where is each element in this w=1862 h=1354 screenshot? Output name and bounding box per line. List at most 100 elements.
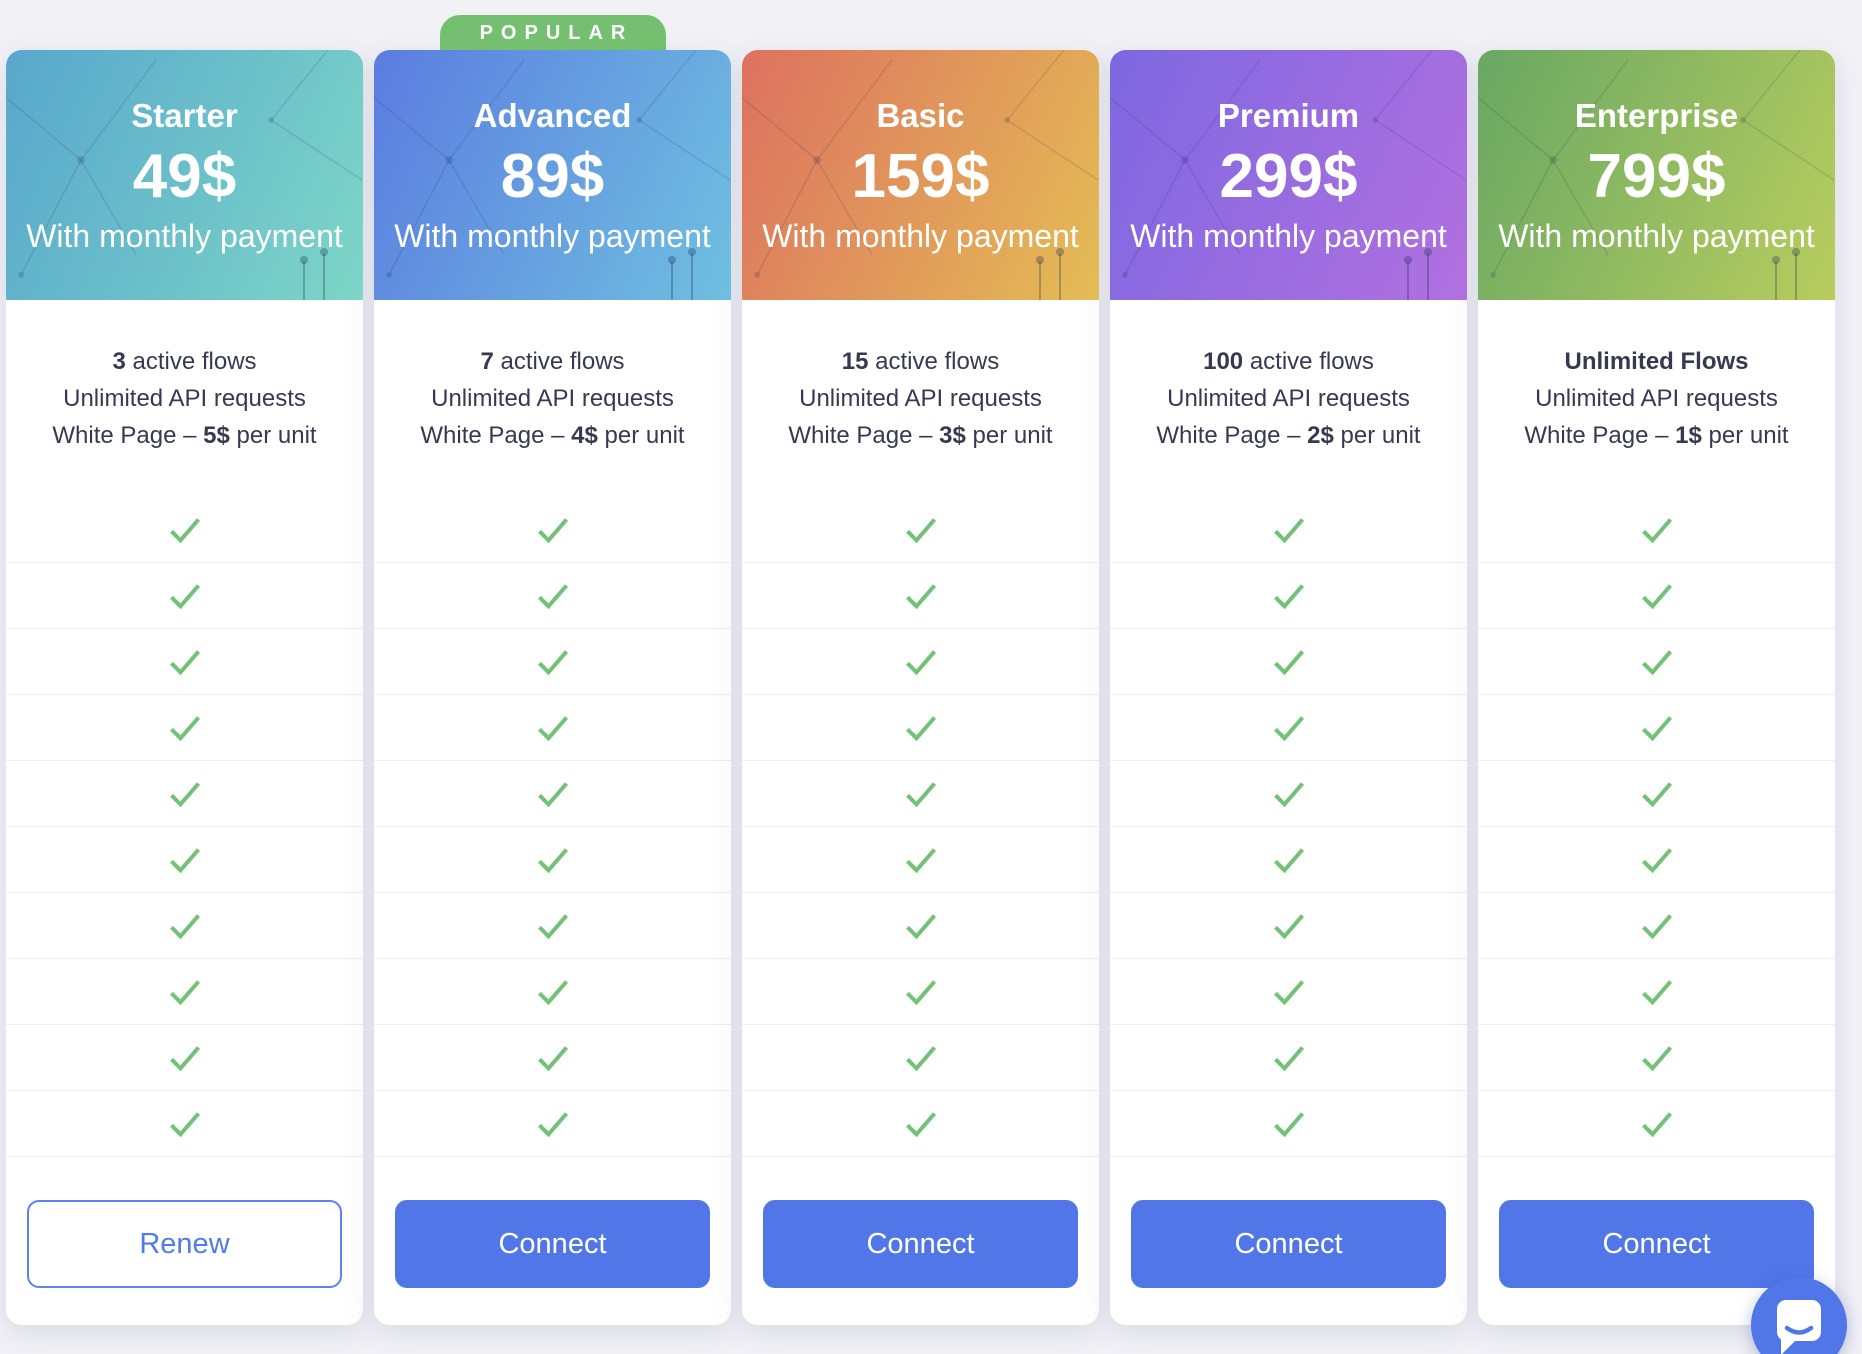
check-icon [1641, 584, 1672, 610]
check-icon [169, 716, 200, 742]
feature-row [742, 1025, 1099, 1091]
feature-row [1478, 629, 1835, 695]
feature-row [1478, 695, 1835, 761]
plan-features: 100 active flows Unlimited API requests … [1110, 300, 1467, 497]
plan-name: Enterprise [1574, 96, 1739, 134]
feature-row [6, 563, 363, 629]
feature-row [6, 497, 363, 563]
feature-row [1110, 563, 1467, 629]
feature-row [742, 629, 1099, 695]
plan-price: 49$ [132, 141, 237, 211]
feature-row [1110, 959, 1467, 1025]
check-icon [169, 980, 200, 1006]
renew-button[interactable]: Renew [27, 1200, 342, 1288]
feature-row [6, 1091, 363, 1157]
feature-active-flows: 15 active flows [841, 348, 1000, 375]
feature-api-requests: Unlimited API requests [799, 385, 1042, 412]
feature-row [1110, 629, 1467, 695]
plan-card-enterprise: Enterprise 799$ With monthly payment Unl… [1478, 50, 1835, 1325]
check-icon [169, 650, 200, 676]
feature-white-page: White Page – 5$ per unit [52, 422, 317, 449]
feature-row [6, 629, 363, 695]
connect-button[interactable]: Connect [763, 1200, 1078, 1288]
feature-row [374, 1091, 731, 1157]
feature-row [6, 893, 363, 959]
feature-row [6, 1025, 363, 1091]
check-icon [1273, 1112, 1304, 1138]
feature-row [6, 827, 363, 893]
feature-api-requests: Unlimited API requests [1535, 385, 1778, 412]
connect-button[interactable]: Connect [1499, 1200, 1814, 1288]
feature-row [374, 761, 731, 827]
plan-header: Premium 299$ With monthly payment [1110, 50, 1467, 300]
card-footer: Renew [6, 1157, 363, 1325]
check-icon [169, 914, 200, 940]
feature-row [1110, 497, 1467, 563]
plan-billing: With monthly payment [1130, 217, 1447, 254]
check-icon [1641, 518, 1672, 544]
card-footer: Connect [1110, 1157, 1467, 1325]
feature-api-requests: Unlimited API requests [1167, 385, 1410, 412]
card-footer: Connect [1478, 1157, 1835, 1325]
check-icon [169, 782, 200, 808]
check-icon [1641, 650, 1672, 676]
check-icon [1641, 914, 1672, 940]
check-icon [905, 584, 936, 610]
plan-billing: With monthly payment [1498, 217, 1815, 254]
feature-row [742, 893, 1099, 959]
feature-active-flows: Unlimited Flows [1564, 348, 1749, 375]
plan-name: Advanced [473, 96, 632, 134]
connect-button[interactable]: Connect [1131, 1200, 1446, 1288]
feature-row [1478, 827, 1835, 893]
check-icon [1273, 848, 1304, 874]
check-icon [537, 518, 568, 544]
check-icon [169, 848, 200, 874]
check-icon [905, 1112, 936, 1138]
feature-row [1478, 497, 1835, 563]
plan-price: 89$ [500, 141, 605, 211]
plan-card-starter: Starter 49$ With monthly payment 3 activ… [6, 50, 363, 1325]
check-icon [537, 584, 568, 610]
check-icon [169, 518, 200, 544]
check-icon [1273, 650, 1304, 676]
feature-row [1110, 1025, 1467, 1091]
plan-header: Advanced 89$ With monthly payment [374, 50, 731, 300]
check-icon [537, 1046, 568, 1072]
feature-api-requests: Unlimited API requests [431, 385, 674, 412]
check-icon [905, 650, 936, 676]
card-footer: Connect [374, 1157, 731, 1325]
plan-name: Premium [1217, 96, 1360, 134]
feature-row [1110, 695, 1467, 761]
feature-row [1478, 563, 1835, 629]
feature-white-page: White Page – 1$ per unit [1524, 422, 1789, 449]
feature-row [742, 497, 1099, 563]
feature-row [1110, 893, 1467, 959]
plan-card-premium: Premium 299$ With monthly payment 100 ac… [1110, 50, 1467, 1325]
plan-name: Basic [876, 96, 965, 134]
check-icon [1273, 980, 1304, 1006]
connect-button[interactable]: Connect [395, 1200, 710, 1288]
check-icon [905, 1046, 936, 1072]
feature-row [374, 695, 731, 761]
feature-white-page: White Page – 2$ per unit [1156, 422, 1421, 449]
feature-row [6, 761, 363, 827]
check-icon [537, 848, 568, 874]
feature-row [1478, 1091, 1835, 1157]
plan-header: Basic 159$ With monthly payment [742, 50, 1099, 300]
plan-header: Starter 49$ With monthly payment [6, 50, 363, 300]
feature-row [742, 761, 1099, 827]
plan-name: Starter [131, 96, 238, 134]
check-icon [537, 914, 568, 940]
feature-row [1110, 1091, 1467, 1157]
feature-row [742, 827, 1099, 893]
feature-row [742, 563, 1099, 629]
feature-row [374, 563, 731, 629]
check-icon [1641, 716, 1672, 742]
check-icon [905, 848, 936, 874]
check-icon [169, 1046, 200, 1072]
check-icon [169, 584, 200, 610]
plan-header: Enterprise 799$ With monthly payment [1478, 50, 1835, 300]
plan-billing: With monthly payment [762, 217, 1079, 254]
chat-launcher-button[interactable] [1751, 1277, 1847, 1354]
feature-row [6, 959, 363, 1025]
